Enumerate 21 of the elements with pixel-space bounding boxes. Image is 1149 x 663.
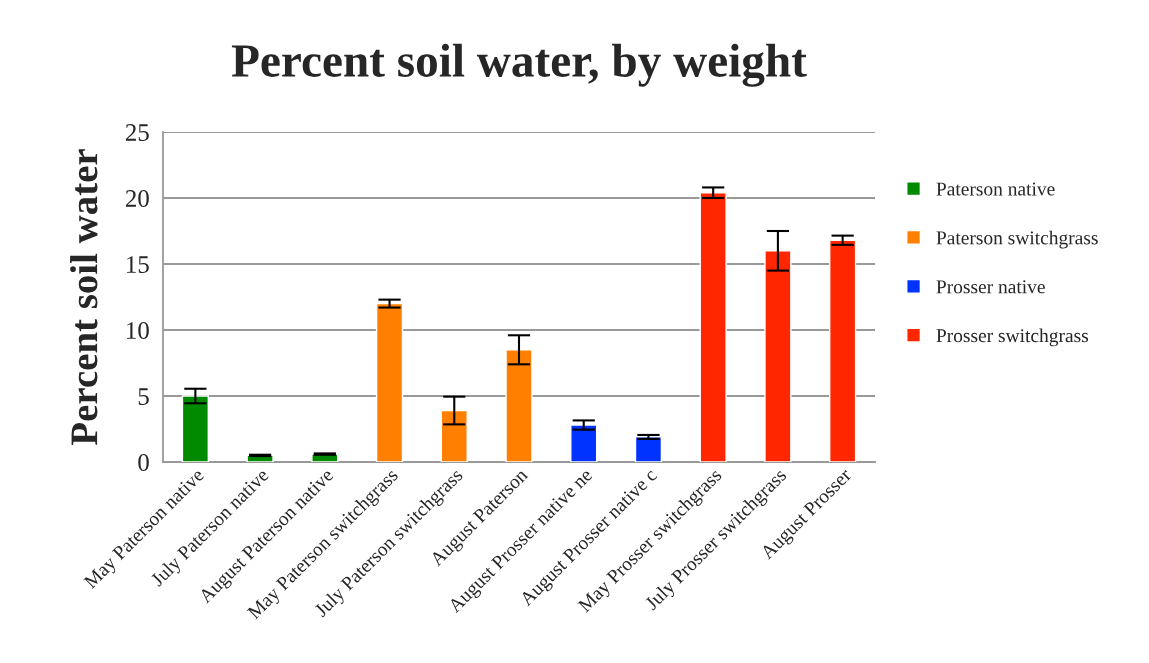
bar <box>440 409 468 462</box>
legend-label: Paterson switchgrass <box>936 230 1098 249</box>
bar <box>505 349 533 462</box>
chart-title: Percent soil water, by weight <box>231 43 807 87</box>
y-tick-label: 20 <box>125 190 149 207</box>
y-tick-label: 5 <box>138 388 149 405</box>
y-axis-title: Percent soil water <box>70 149 98 446</box>
legend-label: Prosser switchgrass <box>936 328 1089 347</box>
y-tick-label: 15 <box>127 256 149 273</box>
legend-label: Prosser native <box>936 280 1045 294</box>
y-tick-label: 25 <box>125 124 149 141</box>
bar <box>699 192 727 462</box>
y-tick-label: 0 <box>138 454 149 471</box>
y-tick-label: 10 <box>127 322 149 339</box>
bar <box>570 424 598 462</box>
bar <box>181 395 210 462</box>
bar <box>828 239 857 462</box>
legend-label: Paterson native <box>936 182 1055 196</box>
bar <box>375 302 404 462</box>
bar <box>634 436 663 462</box>
bar <box>764 250 792 462</box>
